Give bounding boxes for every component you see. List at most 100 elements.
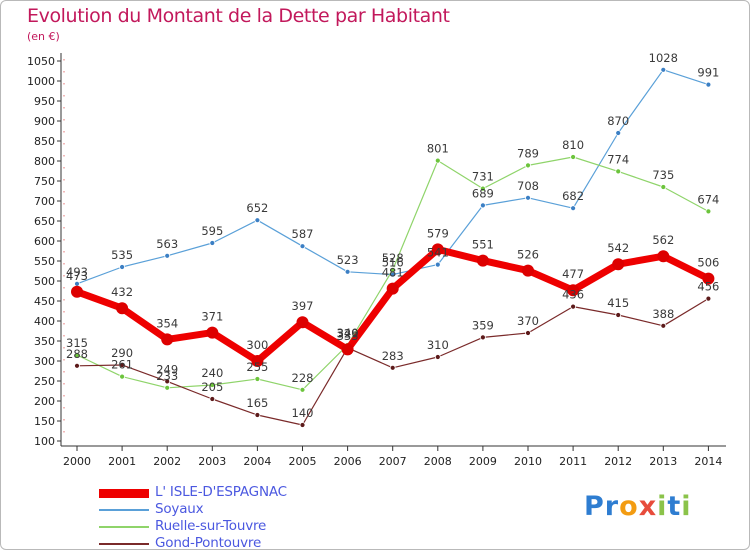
data-label-l-isle-d-espagnac: 397 [292,299,314,313]
data-label-gond-pontouvre: 456 [697,280,719,294]
data-label-soyaux: 563 [156,237,178,251]
data-label-gond-pontouvre: 165 [246,396,268,410]
data-point-soyaux [209,240,216,246]
data-point-l-isle-d-espagnac [612,258,625,271]
data-point-ruelle-sur-touvre [660,184,667,190]
y-tick-label: 450 [34,295,55,308]
x-tick-label: 2006 [334,455,362,468]
data-label-gond-pontouvre: 290 [111,346,133,360]
data-point-ruelle-sur-touvre [209,382,216,388]
legend-swatch [99,488,149,498]
data-point-ruelle-sur-touvre [74,352,80,358]
data-point-ruelle-sur-touvre [119,373,125,380]
y-tick-label: 750 [34,175,55,188]
data-point-gond-pontouvre [299,422,306,428]
data-point-soyaux [660,66,667,73]
data-label-soyaux: 689 [472,186,494,200]
data-label-soyaux: 587 [292,227,314,241]
legend-swatch [99,509,149,511]
data-label-l-isle-d-espagnac: 526 [517,248,539,262]
y-tick-label: 850 [34,135,55,148]
data-point-l-isle-d-espagnac [657,250,670,263]
data-point-soyaux [615,130,622,136]
data-point-ruelle-sur-touvre [479,185,486,192]
data-label-gond-pontouvre: 415 [607,296,629,310]
data-label-gond-pontouvre: 370 [517,314,539,328]
y-tick-label: 800 [34,155,55,168]
data-label-ruelle-sur-touvre: 528 [382,251,404,265]
y-tick-label: 900 [34,115,55,128]
data-label-gond-pontouvre: 205 [201,380,223,394]
data-point-soyaux [525,194,531,201]
chart-title: Evolution du Montant de la Dette par Hab… [27,5,450,27]
data-label-soyaux: 652 [246,201,268,215]
data-label-ruelle-sur-touvre: 228 [292,371,314,385]
data-point-soyaux [479,202,486,209]
data-point-gond-pontouvre [660,322,667,329]
data-label-l-isle-d-espagnac: 562 [652,233,674,247]
data-label-ruelle-sur-touvre: 255 [246,360,268,374]
x-tick-label: 2014 [694,455,722,468]
y-tick-label: 550 [34,255,55,268]
data-label-gond-pontouvre: 288 [66,347,88,361]
y-tick-label: 300 [34,355,55,368]
data-point-soyaux [164,252,171,259]
x-tick-label: 2011 [559,455,587,468]
data-point-l-isle-d-espagnac [386,282,399,295]
logo-letter: i [681,491,692,522]
data-label-soyaux: 523 [337,253,359,267]
data-point-soyaux [344,268,351,275]
data-label-gond-pontouvre: 140 [292,406,314,420]
legend-swatch [99,526,149,528]
data-label-ruelle-sur-touvre: 315 [66,336,88,350]
data-label-soyaux: 870 [607,114,629,128]
y-tick-label: 950 [34,95,55,108]
x-tick-label: 2008 [424,455,452,468]
data-point-ruelle-sur-touvre [164,384,171,391]
y-tick-label: 1050 [27,55,55,68]
data-point-l-isle-d-espagnac [702,272,715,285]
logo-letter: t [667,491,682,522]
logo-letter: r [604,491,620,522]
data-point-ruelle-sur-touvre [525,162,531,169]
x-tick-label: 2001 [108,455,136,468]
data-label-soyaux: 1028 [649,51,678,65]
data-label-soyaux: 682 [562,189,584,203]
data-point-gond-pontouvre [164,378,171,385]
data-label-gond-pontouvre: 310 [427,338,449,352]
data-label-ruelle-sur-touvre: 735 [652,168,674,182]
y-tick-label: 700 [34,195,55,208]
y-tick-label: 350 [34,335,55,348]
legend-label: Gond-Pontouvre [155,535,262,550]
x-tick-label: 2000 [63,455,91,468]
data-point-ruelle-sur-touvre [705,208,712,215]
y-tick-label: 250 [34,375,55,388]
legend-label: Soyaux [155,501,204,517]
data-label-l-isle-d-espagnac: 329 [337,326,359,340]
data-label-l-isle-d-espagnac: 371 [201,310,223,324]
x-tick-label: 2010 [514,455,542,468]
data-label-l-isle-d-espagnac: 432 [111,285,133,299]
data-label-l-isle-d-espagnac: 506 [697,256,719,270]
data-label-ruelle-sur-touvre: 340 [337,326,359,340]
data-label-ruelle-sur-touvre: 240 [201,366,223,380]
y-tick-label: 400 [34,315,55,328]
y-tick-label: 1000 [27,75,55,88]
data-point-soyaux [299,243,306,250]
data-label-ruelle-sur-touvre: 789 [517,146,539,160]
data-point-l-isle-d-espagnac [476,254,489,267]
data-label-gond-pontouvre: 436 [562,288,584,302]
y-tick-label: 500 [34,275,55,288]
data-label-l-isle-d-espagnac: 481 [382,266,404,280]
data-point-ruelle-sur-touvre [434,157,441,164]
data-point-gond-pontouvre [525,330,531,336]
y-tick-label: 200 [34,395,55,408]
data-point-gond-pontouvre [389,364,396,371]
data-point-gond-pontouvre [479,334,486,341]
data-label-ruelle-sur-touvre: 801 [427,142,449,156]
chart-subtitle: (en €) [27,30,60,43]
data-label-gond-pontouvre: 249 [156,362,178,376]
data-label-l-isle-d-espagnac: 300 [246,338,268,352]
x-tick-label: 2013 [649,455,677,468]
data-point-ruelle-sur-touvre [299,386,306,393]
